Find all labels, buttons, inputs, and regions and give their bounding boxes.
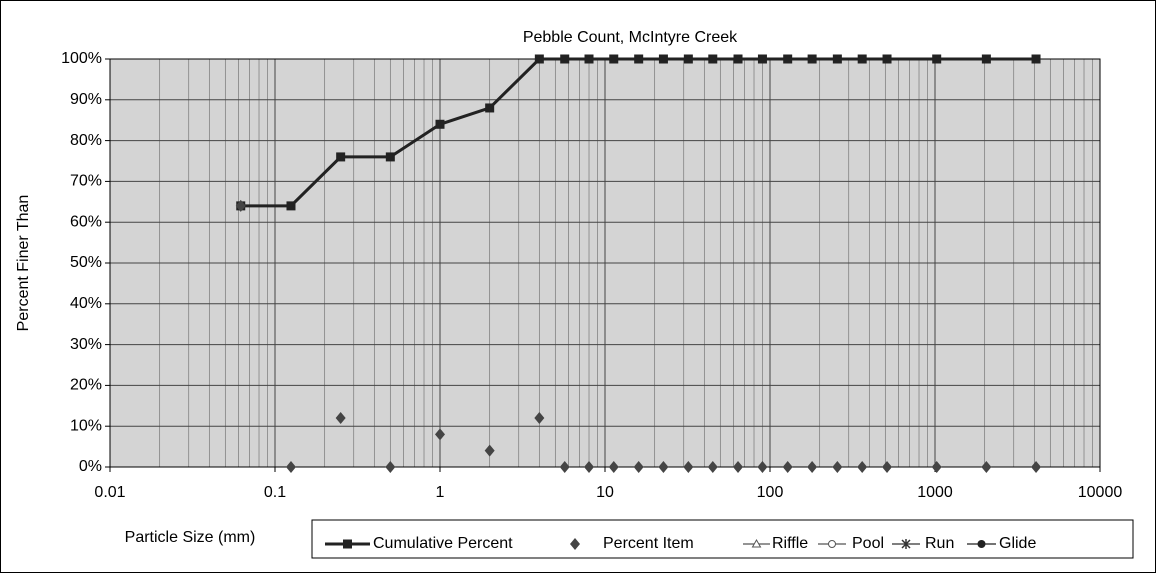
marker [633, 461, 644, 473]
marker [807, 54, 817, 64]
marker [435, 119, 445, 129]
y-tick-label: 100% [61, 50, 102, 67]
legend-marker [343, 539, 352, 549]
marker [757, 461, 768, 473]
marker [782, 461, 793, 473]
marker [658, 461, 669, 473]
marker [235, 199, 246, 212]
marker [608, 461, 619, 473]
legend-label: Pool [852, 535, 884, 552]
marker [683, 54, 693, 64]
legend-label: Cumulative Percent [373, 535, 513, 552]
marker [708, 54, 718, 64]
marker [435, 428, 445, 441]
marker [560, 54, 570, 64]
marker [485, 103, 495, 113]
marker [1031, 54, 1041, 64]
legend-marker [751, 538, 762, 548]
y-tick-label: 10% [70, 417, 102, 434]
y-tick-label: 20% [70, 377, 102, 394]
legend-label: Percent Item [603, 535, 694, 552]
marker [832, 54, 842, 64]
y-axis-label: Percent Finer Than [15, 195, 32, 332]
legend-marker [901, 539, 911, 549]
x-axis-label: Particle Size (mm) [125, 529, 256, 546]
marker [757, 54, 767, 64]
marker [484, 444, 495, 457]
marker [534, 54, 544, 64]
marker [807, 461, 818, 473]
y-tick-label: 70% [70, 173, 102, 190]
marker [559, 461, 570, 473]
x-tick-label: 10000 [1078, 484, 1123, 501]
marker [733, 461, 744, 473]
marker [534, 412, 545, 425]
marker [707, 461, 718, 473]
y-tick-label: 90% [70, 91, 102, 108]
marker [981, 54, 991, 64]
y-tick-label: 0% [79, 458, 102, 475]
legend-box [311, 519, 1134, 559]
x-tick-label: 10 [596, 484, 614, 501]
marker [658, 54, 668, 64]
marker [385, 461, 396, 473]
y-tick-label: 50% [70, 254, 102, 271]
y-tick-label: 60% [70, 213, 102, 230]
y-tick-label: 30% [70, 336, 102, 353]
marker [832, 461, 843, 473]
marker [584, 461, 595, 473]
marker [931, 461, 942, 473]
marker [783, 54, 793, 64]
marker [634, 54, 644, 64]
legend-label: Run [925, 535, 954, 552]
marker [336, 152, 346, 162]
marker [857, 54, 867, 64]
marker [882, 461, 893, 473]
legend-label: Riffle [772, 535, 808, 552]
marker [733, 54, 743, 64]
y-tick-label: 40% [70, 295, 102, 312]
marker [882, 54, 892, 64]
x-tick-label: 1000 [917, 484, 953, 501]
marker [335, 412, 346, 425]
y-tick-label: 80% [70, 132, 102, 149]
x-tick-label: 1 [436, 484, 445, 501]
marker [584, 54, 594, 64]
legend-marker [570, 538, 580, 550]
marker [683, 461, 694, 473]
marker [609, 54, 619, 64]
marker [385, 152, 395, 162]
chart-title: Pebble Count, McIntyre Creek [523, 29, 738, 46]
marker [1031, 461, 1042, 473]
legend-marker [828, 540, 836, 548]
x-tick-label: 0.01 [94, 484, 125, 501]
marker [286, 201, 296, 211]
marker [981, 461, 992, 473]
marker [932, 54, 942, 64]
x-tick-label: 0.1 [264, 484, 286, 501]
legend-label: Glide [999, 535, 1036, 552]
marker [857, 461, 868, 473]
legend-marker [977, 540, 986, 548]
x-tick-label: 100 [757, 484, 784, 501]
marker [285, 461, 296, 473]
